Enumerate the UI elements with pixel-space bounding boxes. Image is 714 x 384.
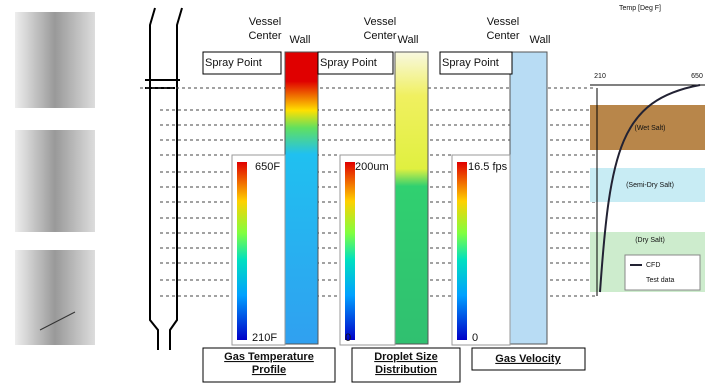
spray-label: Spray Point	[205, 57, 262, 69]
scale-min: 210F	[252, 332, 277, 344]
legend-entry: CFD	[646, 262, 660, 269]
vessel-outline	[145, 8, 182, 350]
scale-min: 0	[345, 332, 351, 344]
chart-title: Temp [Deg F]	[619, 5, 661, 12]
scale-max: 200um	[355, 161, 389, 173]
wall-label: Wall	[290, 34, 311, 46]
legend-entry: Test data	[646, 277, 675, 284]
scale-max: 16.5 fps	[468, 161, 508, 173]
spray-label: Spray Point	[320, 57, 377, 69]
vessel-image	[15, 12, 95, 345]
scale-max: 650F	[255, 161, 280, 173]
scale-min: 0	[472, 332, 478, 344]
wall-label: Wall	[398, 34, 419, 46]
caption: Gas Velocity	[495, 353, 561, 365]
zone-label: (Wet Salt)	[635, 125, 666, 132]
zone-label: (Dry Salt)	[635, 237, 665, 244]
figure: VesselCenterWallSpray Point650F210FGas T…	[0, 0, 714, 384]
axis-min: 210	[594, 73, 606, 80]
spray-label: Spray Point	[442, 57, 499, 69]
contour-columns	[232, 52, 547, 345]
wall-label: Wall	[530, 34, 551, 46]
zone-label: (Semi-Dry Salt)	[626, 182, 674, 189]
axis-max: 650	[691, 73, 703, 80]
